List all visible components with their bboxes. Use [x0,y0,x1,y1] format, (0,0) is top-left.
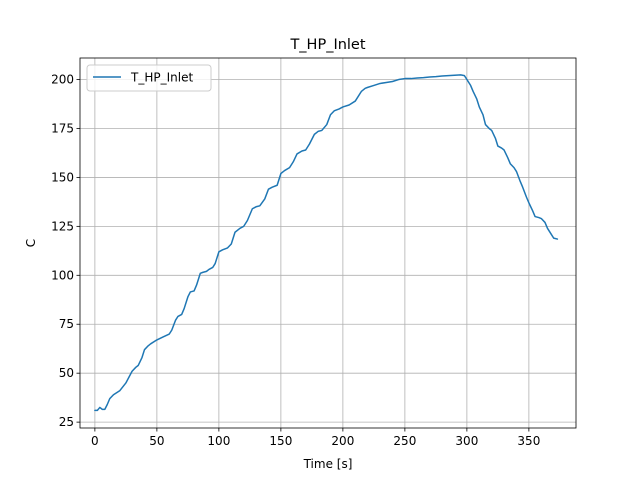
x-axis-label: Time [s] [303,457,353,471]
y-tick-label: 125 [51,219,74,233]
plot-frame [79,57,577,429]
x-tick-label: 50 [149,434,164,448]
series-line [94,74,559,412]
y-tick-label: 25 [59,415,74,429]
x-tick-label: 100 [207,434,230,448]
y-tick-label: 50 [59,366,74,380]
grid-lines [80,58,576,428]
legend-label: T_HP_Inlet [130,71,193,85]
legend-box [86,64,212,92]
legend: T_HP_Inlet [86,64,212,92]
series-layer [94,74,559,412]
x-tick-label: 200 [331,434,354,448]
axis-ticks: 0 50 100 150 200 250 300 350 25 50 75 100 125 150 175 2… [51,73,540,448]
y-tick-label: 200 [51,73,74,87]
chart-title: T_HP_Inlet [289,37,365,53]
y-tick-label: 75 [59,317,74,331]
x-tick-label: 300 [455,434,478,448]
x-tick-label: 350 [517,434,540,448]
y-tick-label: 100 [51,268,74,282]
y-axis-label: C [24,239,38,247]
y-tick-label: 150 [51,170,74,184]
y-tick-label: 175 [51,121,74,135]
x-tick-label: 0 [91,434,99,448]
x-tick-label: 250 [393,434,416,448]
x-tick-label: 150 [269,434,292,448]
